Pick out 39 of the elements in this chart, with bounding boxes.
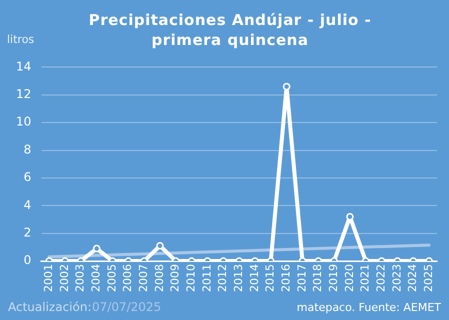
x-tick-label: 2002 <box>58 264 71 292</box>
x-tick-label: 2011 <box>200 264 214 292</box>
x-tick-label: 2019 <box>326 264 340 292</box>
x-tick-label: 2003 <box>74 264 87 292</box>
x-tick-label: 2015 <box>264 264 277 292</box>
y-tick-label: 2 <box>24 225 32 240</box>
text: Actualización: <box>8 300 92 314</box>
x-tick-label: 2017 <box>295 264 308 292</box>
y-tick-label: 4 <box>24 198 32 212</box>
point <box>282 82 290 90</box>
x-tick-label: 2008 <box>152 264 166 292</box>
x-tick-label: 2009 <box>168 264 182 292</box>
y-tick-label: 10 <box>16 114 32 129</box>
x-tick-label: 2018 <box>311 264 324 292</box>
text: 07/07/2025 <box>92 300 162 314</box>
x-tick-label: 2024 <box>406 264 420 292</box>
y-tick-label: 8 <box>24 142 32 156</box>
y-tick-label: 14 <box>16 59 32 74</box>
y-axis-title: litros <box>7 33 34 46</box>
x-tick-label: 2010 <box>184 264 198 292</box>
x-tick-label: 2007 <box>137 264 150 292</box>
x-tick-label: 2005 <box>105 264 118 292</box>
chart-title: Precipitaciones Andújar - julio - primera quincena <box>88 10 372 50</box>
x-tick-label: 2014 <box>248 264 261 292</box>
y-tick-label: 0 <box>24 253 32 268</box>
y-tick-label: 6 <box>24 170 32 184</box>
x-tick-label: 2013 <box>232 264 245 292</box>
y-tick-label: 12 <box>16 87 32 102</box>
x-tick-label: 2001 <box>42 264 56 292</box>
x-tick-label: 2012 <box>216 264 230 292</box>
x-tick-label: 2021 <box>358 264 372 292</box>
x-tick-label: 2004 <box>90 264 103 292</box>
x-tick-label: 2023 <box>390 264 404 292</box>
x-tick-label: 2006 <box>121 264 134 292</box>
text: matepaco. Fuente: AEMET <box>296 301 441 314</box>
x-tick-label: 2022 <box>374 264 388 292</box>
x-tick-label: 2020 <box>342 264 356 292</box>
x-tick-label: 2016 <box>279 264 292 292</box>
x-tick-label: 2025 <box>422 264 435 292</box>
